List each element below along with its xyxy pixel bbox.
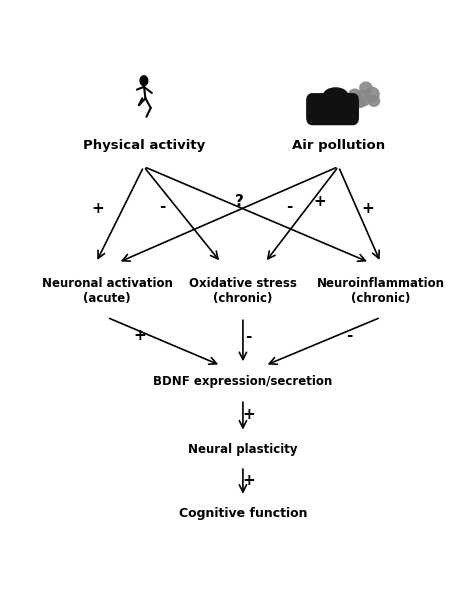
Ellipse shape bbox=[354, 97, 365, 108]
Text: Oxidative stress
(chronic): Oxidative stress (chronic) bbox=[189, 277, 297, 305]
Text: +: + bbox=[314, 194, 327, 209]
Text: Cognitive function: Cognitive function bbox=[179, 506, 307, 519]
Text: +: + bbox=[91, 201, 104, 216]
Text: Neural plasticity: Neural plasticity bbox=[188, 443, 298, 457]
Ellipse shape bbox=[360, 82, 372, 94]
Ellipse shape bbox=[323, 88, 348, 103]
Text: +: + bbox=[134, 328, 146, 343]
Circle shape bbox=[140, 76, 148, 86]
Text: +: + bbox=[362, 201, 374, 216]
Text: -: - bbox=[346, 328, 353, 343]
Text: ?: ? bbox=[235, 194, 244, 209]
Ellipse shape bbox=[365, 88, 379, 102]
Ellipse shape bbox=[355, 91, 371, 106]
Text: -: - bbox=[159, 199, 165, 214]
Text: Neuronal activation
(acute): Neuronal activation (acute) bbox=[42, 277, 173, 305]
Text: +: + bbox=[242, 407, 255, 422]
Text: Physical activity: Physical activity bbox=[82, 139, 205, 152]
FancyBboxPatch shape bbox=[307, 94, 358, 125]
Circle shape bbox=[318, 112, 327, 123]
Ellipse shape bbox=[348, 89, 361, 102]
Ellipse shape bbox=[368, 95, 380, 106]
Text: -: - bbox=[286, 199, 292, 214]
Text: Air pollution: Air pollution bbox=[292, 139, 385, 152]
Text: -: - bbox=[245, 328, 252, 344]
Text: BDNF expression/secretion: BDNF expression/secretion bbox=[153, 376, 333, 389]
Text: Neuroinflammation
(chronic): Neuroinflammation (chronic) bbox=[317, 277, 445, 305]
Text: +: + bbox=[242, 473, 255, 488]
Circle shape bbox=[344, 112, 353, 123]
